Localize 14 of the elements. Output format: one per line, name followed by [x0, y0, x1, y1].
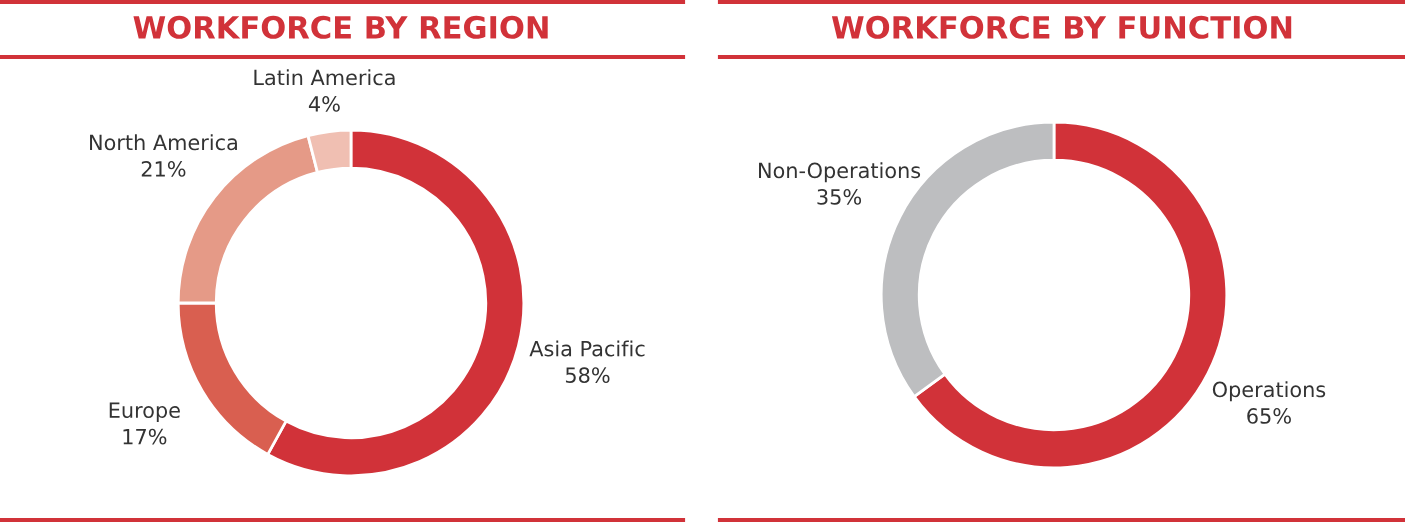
- slice-label: Non-Operations: [759, 162, 921, 183]
- chart-title: WORKFORCE BY FUNCTION: [831, 15, 1292, 39]
- chart-title: WORKFORCE BY REGION: [133, 15, 548, 39]
- data-label: 21%: [141, 161, 186, 177]
- slice-label: Europe: [109, 402, 180, 423]
- slice-label: Latin America: [254, 69, 395, 86]
- data-label: 4%: [308, 96, 340, 112]
- slice-label: Operations: [1212, 381, 1326, 402]
- data-label: 35%: [817, 189, 862, 205]
- slice-label: North America: [90, 134, 237, 151]
- data-label: 17%: [123, 428, 167, 445]
- data-label: 65%: [1247, 408, 1291, 424]
- slice-label: Asia Pacific: [529, 340, 645, 357]
- data-label: 58%: [565, 367, 610, 384]
